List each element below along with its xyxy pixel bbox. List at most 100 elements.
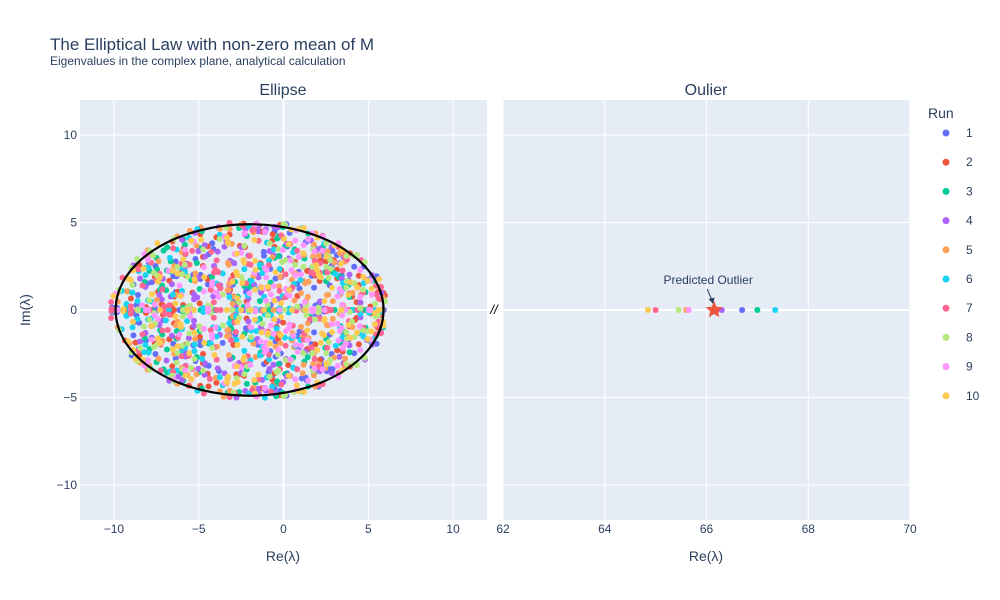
eigenvalue-point [309,349,316,356]
eigenvalue-point [151,312,158,319]
eigenvalue-point [176,331,183,338]
eigenvalue-point [158,296,165,303]
annotation-arrowhead [708,297,715,304]
eigenvalue-point [241,354,248,361]
eigenvalue-point [225,373,232,380]
eigenvalue-point [196,300,203,307]
ellipse-x-tick-label: −10 [104,522,125,536]
eigenvalue-point [285,361,292,368]
ellipse-y-tick-label: −10 [57,478,78,492]
eigenvalue-point [161,310,168,317]
eigenvalue-point [275,346,282,353]
eigenvalue-point [135,266,142,273]
eigenvalue-point [129,324,136,331]
eigenvalue-point [282,356,289,363]
eigenvalue-point [213,356,220,363]
eigenvalue-point [292,341,299,348]
eigenvalue-point [225,240,232,247]
eigenvalue-point [213,257,220,264]
eigenvalue-point [357,293,364,300]
eigenvalue-point [134,297,141,304]
legend-label-run-3: 3 [966,184,973,198]
eigenvalue-point [311,372,318,379]
eigenvalue-point [110,292,117,299]
outlier-x-axis-label: Re(λ) [689,548,723,564]
outlier-x-tick-label: 70 [903,522,917,536]
eigenvalue-point [193,371,200,378]
eigenvalue-point [261,264,268,271]
eigenvalue-point [134,316,141,323]
eigenvalue-point [266,340,273,347]
outlier-panel: Predicted Outlier Oulier 62 64 66 68 70 Re(λ… [496,82,917,564]
eigenvalue-point [286,321,293,328]
eigenvalue-point [301,299,308,306]
eigenvalue-point [329,298,336,305]
eigenvalue-point [300,361,307,368]
eigenvalue-point [150,270,157,277]
legend-label-run-4: 4 [966,214,973,228]
eigenvalue-point [206,375,213,382]
eigenvalue-point [169,245,176,252]
eigenvalue-point [296,285,303,292]
eigenvalue-point [334,293,341,300]
eigenvalue-point [214,248,221,255]
eigenvalue-point [244,302,251,309]
eigenvalue-point [368,291,375,298]
eigenvalue-point [186,330,193,337]
eigenvalue-point [298,271,305,278]
eigenvalue-point [261,349,268,356]
ellipse-y-tick-label: −5 [63,391,77,405]
eigenvalue-point [335,337,342,344]
eigenvalue-point [314,347,321,354]
eigenvalue-point [192,335,199,342]
eigenvalue-point [135,291,142,298]
eigenvalue-point [200,246,207,253]
eigenvalue-point [180,256,187,263]
eigenvalue-point [368,285,375,292]
ellipse-x-tick-label: 5 [365,522,372,536]
eigenvalue-point [152,351,159,358]
eigenvalue-point [174,264,181,271]
eigenvalue-point [371,321,378,328]
eigenvalue-point [305,236,312,243]
eigenvalue-point [373,340,380,347]
eigenvalue-point [200,264,207,271]
eigenvalue-point [338,288,345,295]
eigenvalue-point [271,316,278,323]
eigenvalue-point [185,261,192,268]
eigenvalue-point [252,266,259,273]
eigenvalue-point [282,342,289,349]
eigenvalue-point [238,307,245,313]
eigenvalue-point [182,367,189,374]
eigenvalue-point [279,259,286,266]
eigenvalue-point [263,274,270,281]
eigenvalue-point [288,307,295,313]
eigenvalue-point [145,264,152,271]
eigenvalue-point [163,346,170,353]
eigenvalue-point [345,321,352,328]
eigenvalue-point [357,305,364,312]
eigenvalue-point [266,373,273,380]
eigenvalue-point [269,383,276,390]
eigenvalue-point [191,348,198,355]
eigenvalue-point [276,265,283,272]
eigenvalue-point [127,295,134,302]
ellipse-y-tick-label: 10 [64,128,78,142]
eigenvalue-point [303,312,310,319]
eigenvalue-point [201,339,208,346]
eigenvalue-point [252,257,259,264]
eigenvalue-point [165,267,172,274]
eigenvalue-point [295,253,302,260]
eigenvalue-point [130,332,137,339]
eigenvalue-point [180,307,187,313]
eigenvalue-point [357,346,364,353]
eigenvalue-point [231,260,238,267]
eigenvalue-point [210,299,217,306]
eigenvalue-point [347,334,354,341]
predicted-outlier-star [705,301,723,318]
eigenvalue-point [275,361,282,368]
eigenvalue-point [200,288,207,295]
eigenvalue-point [226,294,233,301]
eigenvalue-point [265,356,272,363]
